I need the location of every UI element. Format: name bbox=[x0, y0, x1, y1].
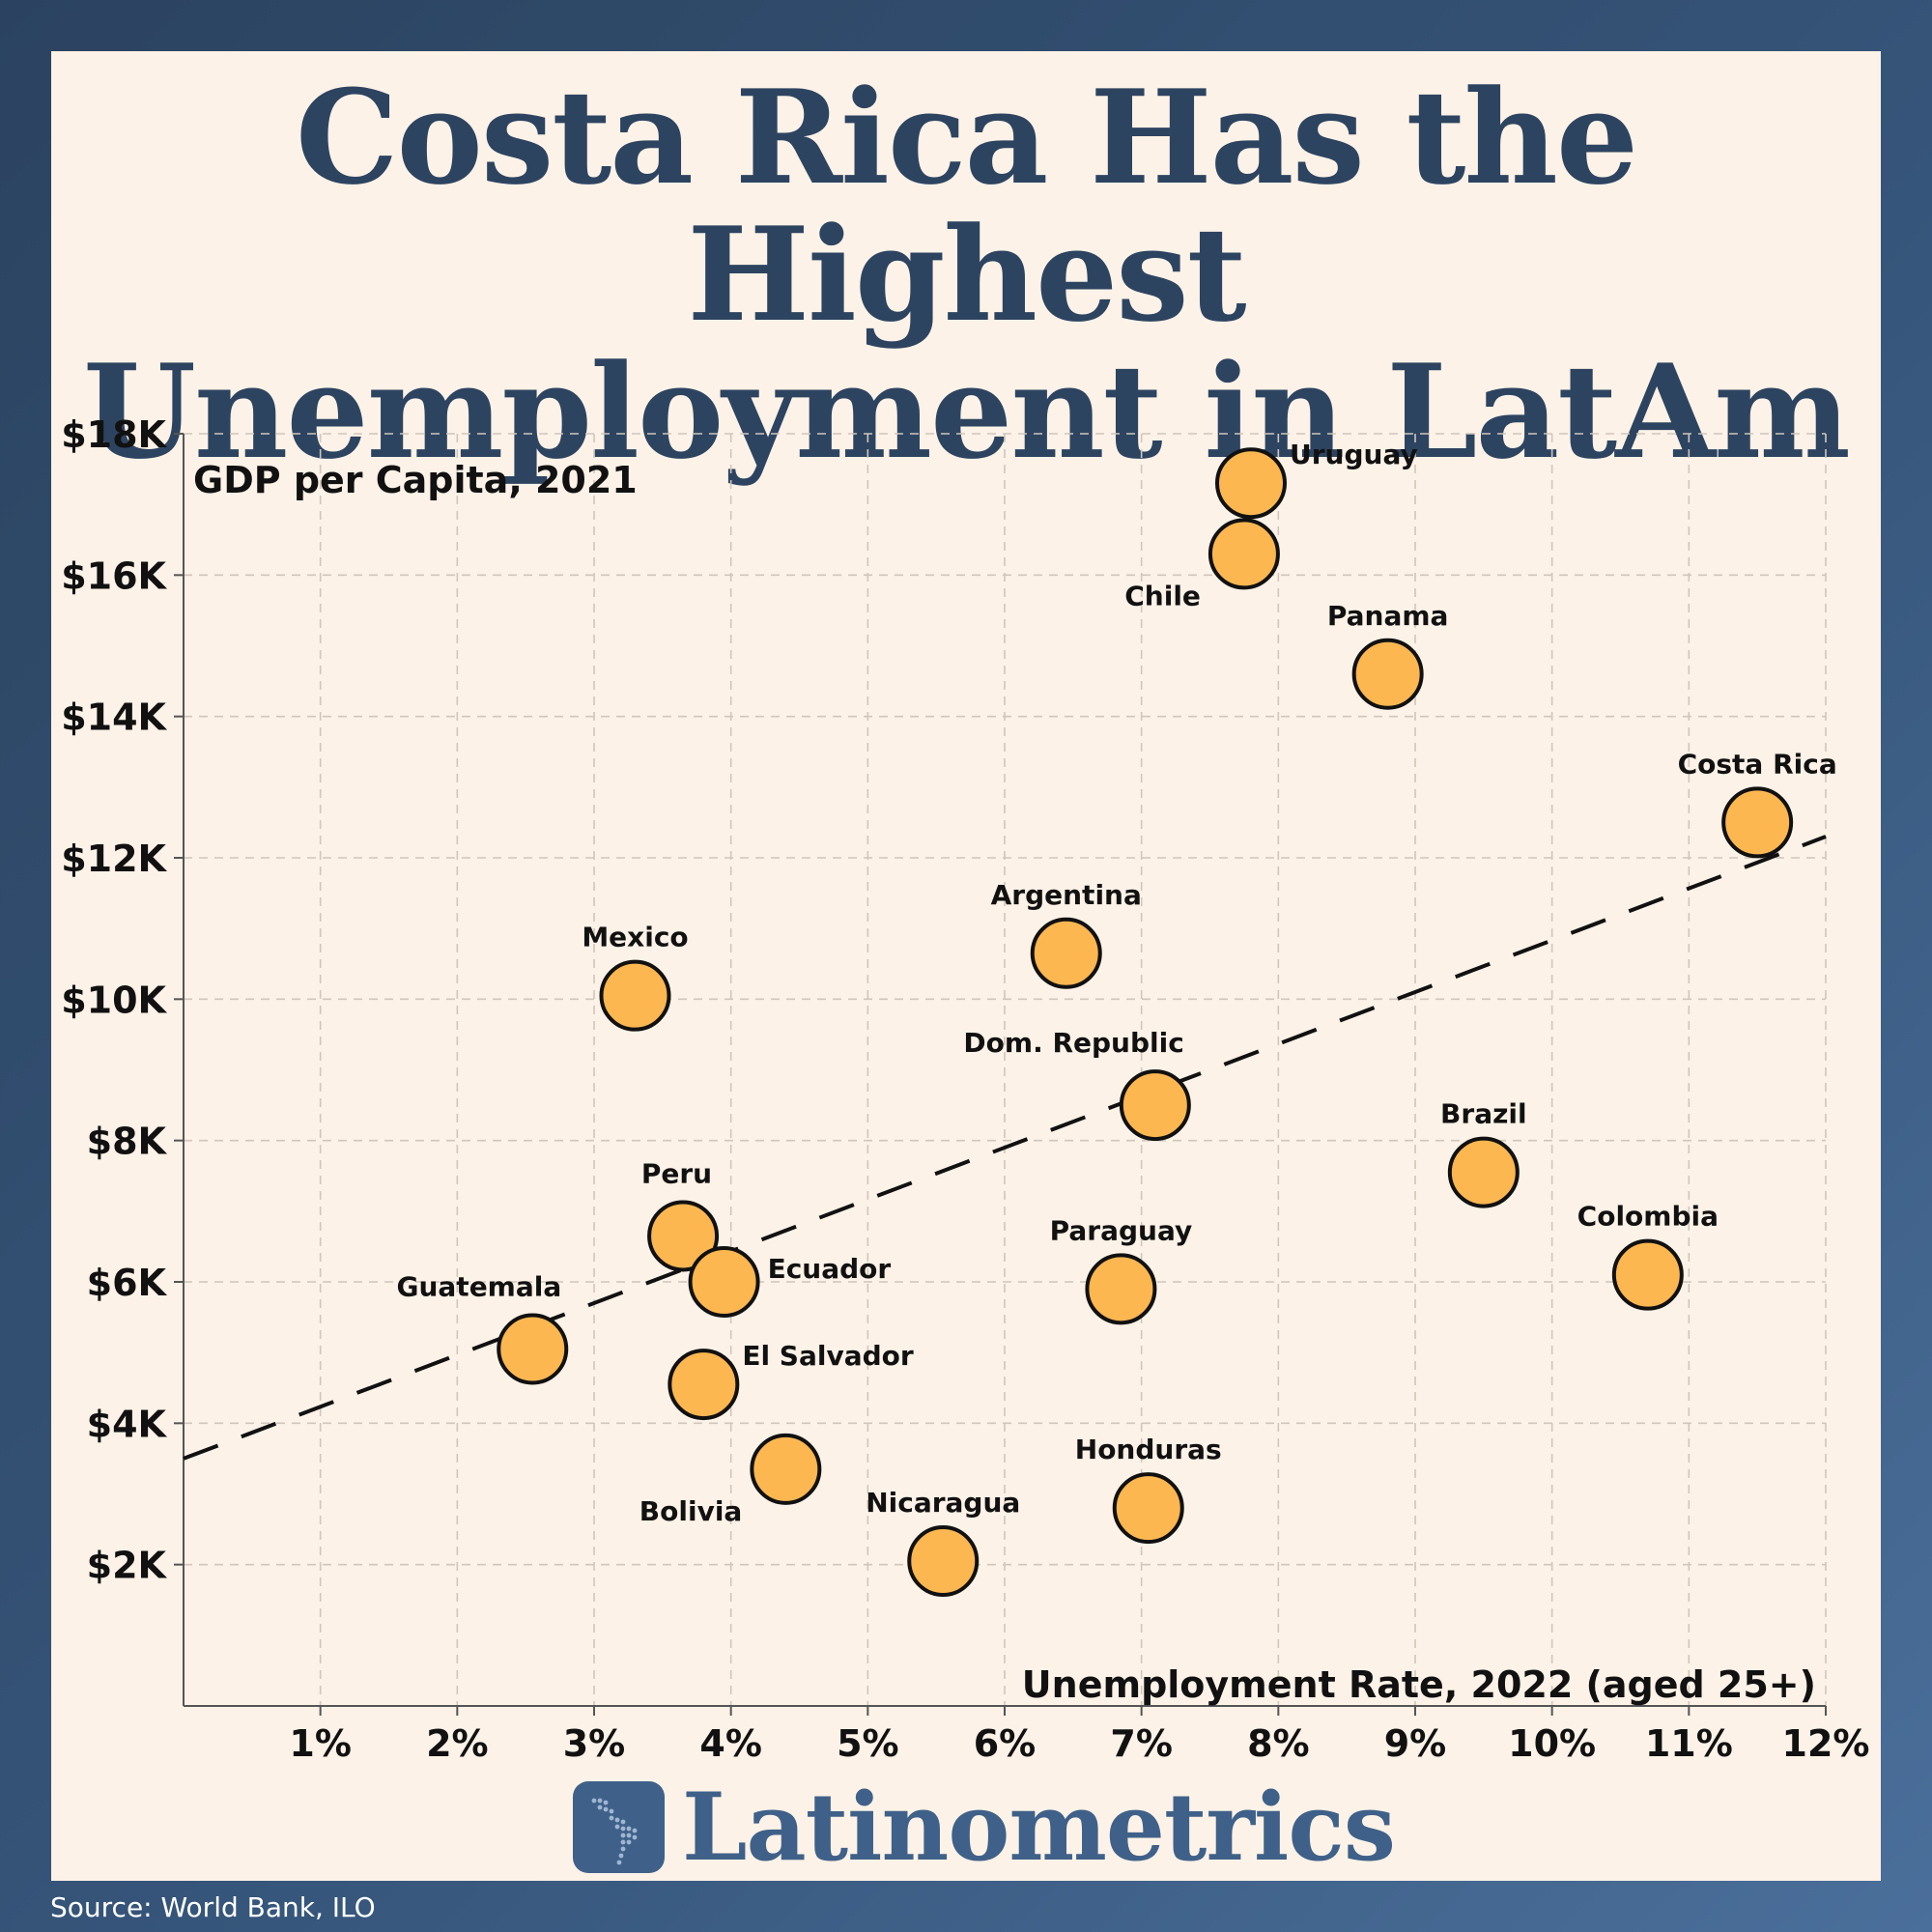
x-tick-label: 2% bbox=[426, 1722, 489, 1765]
point-label: Costa Rica bbox=[1678, 748, 1837, 780]
data-points: Uruguay Chile Panama Costa Rica Argentina Mex… bbox=[397, 439, 1837, 1598]
title-line-2: Unemployment in LatAm bbox=[83, 335, 1851, 488]
x-axis-title: Unemployment Rate, 2022 (aged 25+) bbox=[1022, 1663, 1816, 1706]
point-label: Panama bbox=[1327, 600, 1449, 632]
y-axis-title: GDP per Capita, 2021 bbox=[193, 459, 638, 501]
x-tick-label: 8% bbox=[1247, 1722, 1310, 1765]
data-point-uruguay bbox=[1215, 447, 1287, 520]
x-tick-label: 10% bbox=[1508, 1722, 1596, 1765]
y-tick-label: $18K bbox=[61, 413, 167, 456]
y-tick-label: $14K bbox=[61, 696, 167, 739]
brand-logo: Latinometrics bbox=[573, 1769, 1396, 1885]
point-label: Colombia bbox=[1577, 1201, 1719, 1233]
chart-title: Costa Rica Has the Highest Unemployment … bbox=[51, 69, 1881, 480]
data-point-bolivia bbox=[750, 1433, 822, 1505]
point-label: Mexico bbox=[582, 922, 688, 953]
x-tick-label: 4% bbox=[699, 1722, 762, 1765]
point-label: El Salvador bbox=[742, 1340, 914, 1372]
data-point-ecuador bbox=[688, 1246, 760, 1318]
point-label: Uruguay bbox=[1290, 439, 1418, 470]
point-label: Guatemala bbox=[397, 1271, 562, 1303]
source-note: Source: World Bank, ILO bbox=[50, 1891, 376, 1923]
x-tick-label: 1% bbox=[289, 1722, 352, 1765]
x-tick-label: 7% bbox=[1110, 1722, 1173, 1765]
trendline bbox=[183, 835, 1827, 1461]
x-tick-label: 12% bbox=[1782, 1722, 1870, 1765]
latin-america-map-icon bbox=[573, 1780, 665, 1873]
point-label: Honduras bbox=[1075, 1434, 1222, 1465]
data-point-peru bbox=[647, 1200, 720, 1272]
y-tick-label: $16K bbox=[61, 554, 167, 597]
y-tick-label: $4K bbox=[87, 1403, 168, 1445]
y-tick-label: $8K bbox=[87, 1121, 168, 1163]
point-label: Paraguay bbox=[1050, 1214, 1193, 1246]
point-label: Peru bbox=[641, 1157, 712, 1189]
point-label: Chile bbox=[1124, 580, 1201, 611]
x-tick-label: 5% bbox=[837, 1722, 899, 1765]
x-tick-label: 3% bbox=[563, 1722, 626, 1765]
data-point-argentina bbox=[1030, 917, 1102, 989]
data-point-brazil bbox=[1447, 1136, 1520, 1208]
data-point-nicaragua bbox=[907, 1525, 980, 1598]
brand-name: Latinometrics bbox=[682, 1772, 1396, 1882]
x-tick-label: 11% bbox=[1645, 1722, 1733, 1765]
y-tick-label: $6K bbox=[87, 1262, 168, 1304]
x-tick-label: 9% bbox=[1384, 1722, 1447, 1765]
point-label: Argentina bbox=[991, 879, 1142, 911]
point-label: Dom. Republic bbox=[963, 1027, 1183, 1059]
data-point-colombia bbox=[1611, 1238, 1684, 1311]
y-tick-label: $10K bbox=[61, 979, 167, 1021]
data-point-guatemala bbox=[497, 1313, 569, 1385]
data-point-el-salvador bbox=[668, 1349, 740, 1421]
point-label: Brazil bbox=[1440, 1098, 1527, 1130]
data-point-honduras bbox=[1112, 1472, 1184, 1545]
data-point-mexico bbox=[599, 959, 671, 1032]
data-point-chile bbox=[1208, 518, 1280, 590]
grid bbox=[184, 433, 1827, 1706]
data-point-costa-rica bbox=[1721, 786, 1794, 859]
point-label: Bolivia bbox=[639, 1495, 743, 1527]
y-tick-label: $2K bbox=[87, 1545, 168, 1587]
point-label: Ecuador bbox=[768, 1253, 892, 1285]
axes: 1% 2% 3% 4% 5% 6% 7% 8% 9% 10% 11% 12% $2K $4K $6K $8K $… bbox=[61, 413, 1869, 1765]
data-point-panama bbox=[1351, 638, 1424, 710]
data-point-paraguay bbox=[1085, 1253, 1157, 1325]
title-line-1: Costa Rica Has the Highest bbox=[295, 61, 1638, 351]
x-tick-label: 6% bbox=[974, 1722, 1037, 1765]
y-tick-label: $12K bbox=[61, 838, 167, 880]
data-point-dom-republic bbox=[1119, 1069, 1191, 1142]
point-label: Nicaragua bbox=[866, 1487, 1020, 1519]
trendline-group bbox=[183, 835, 1827, 1461]
